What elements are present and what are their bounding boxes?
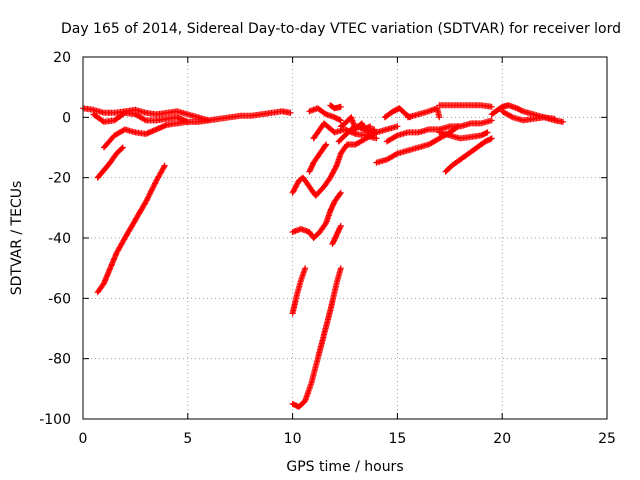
x-tick-label: 20 — [493, 431, 511, 447]
data-series — [80, 102, 566, 410]
sat-track-7 — [289, 189, 344, 241]
data-point-markers — [289, 189, 344, 241]
chart-title: Day 165 of 2014, Sidereal Day-to-day VTE… — [61, 21, 621, 37]
y-tick-label: 20 — [53, 50, 71, 66]
sat-track-9 — [329, 222, 344, 247]
data-point-markers — [499, 108, 558, 124]
y-tick-label: -20 — [48, 171, 71, 187]
axis-ticks — [82, 56, 608, 420]
data-point-markers — [329, 222, 344, 247]
sat-track-19 — [404, 105, 443, 121]
sat-track-23 — [306, 105, 344, 124]
y-tick-label: 0 — [62, 110, 71, 126]
data-point-markers — [436, 129, 491, 142]
x-tick-label: 10 — [284, 431, 302, 447]
sat-track-25 — [337, 114, 378, 136]
x-tick-label: 15 — [388, 431, 406, 447]
data-point-markers — [306, 141, 330, 175]
sat-track-10 — [289, 265, 309, 317]
sat-track-2 — [90, 109, 212, 125]
sat-track-16 — [436, 129, 491, 142]
sat-track-5 — [94, 162, 168, 296]
data-point-markers — [373, 123, 462, 166]
data-point-markers — [94, 144, 126, 181]
x-tick-label: 5 — [183, 431, 192, 447]
sat-track-15 — [383, 117, 495, 145]
y-tick-label: -80 — [48, 352, 71, 368]
y-axis-label: SDTVAR / TECUs — [9, 181, 25, 296]
y-tick-label: -60 — [48, 291, 71, 307]
sat-track-3 — [101, 118, 191, 151]
data-point-markers — [442, 135, 495, 175]
grid-lines — [83, 57, 607, 419]
sat-track-12 — [306, 141, 330, 175]
data-point-markers — [101, 118, 191, 151]
x-tick-label: 25 — [598, 431, 616, 447]
data-point-markers — [337, 114, 378, 136]
x-tick-label: 0 — [79, 431, 88, 447]
data-point-markers — [94, 162, 168, 296]
y-tick-label: -40 — [48, 231, 71, 247]
data-point-markers — [404, 105, 443, 121]
sat-track-11 — [310, 120, 380, 142]
sat-track-17 — [442, 135, 495, 175]
y-tick-label: -100 — [39, 412, 71, 428]
x-axis-label: GPS time / hours — [286, 459, 403, 475]
tick-labels: 0 5 10 15 20 25 -100 -80 -60 -40 -20 0 20 — [39, 50, 616, 447]
sat-track-8 — [289, 265, 344, 410]
data-point-markers — [436, 102, 495, 110]
plot-frame — [82, 56, 608, 420]
data-point-markers — [327, 102, 344, 112]
sat-track-14 — [373, 123, 462, 166]
sat-track-22 — [499, 108, 558, 124]
data-point-markers — [90, 109, 212, 125]
data-point-markers — [289, 265, 344, 410]
sat-track-24 — [327, 102, 344, 112]
sat-track-4 — [94, 144, 126, 181]
data-point-markers — [383, 117, 495, 145]
data-point-markers — [306, 105, 344, 124]
data-point-markers — [310, 120, 380, 142]
data-point-markers — [289, 265, 309, 317]
sat-track-20 — [436, 102, 495, 110]
